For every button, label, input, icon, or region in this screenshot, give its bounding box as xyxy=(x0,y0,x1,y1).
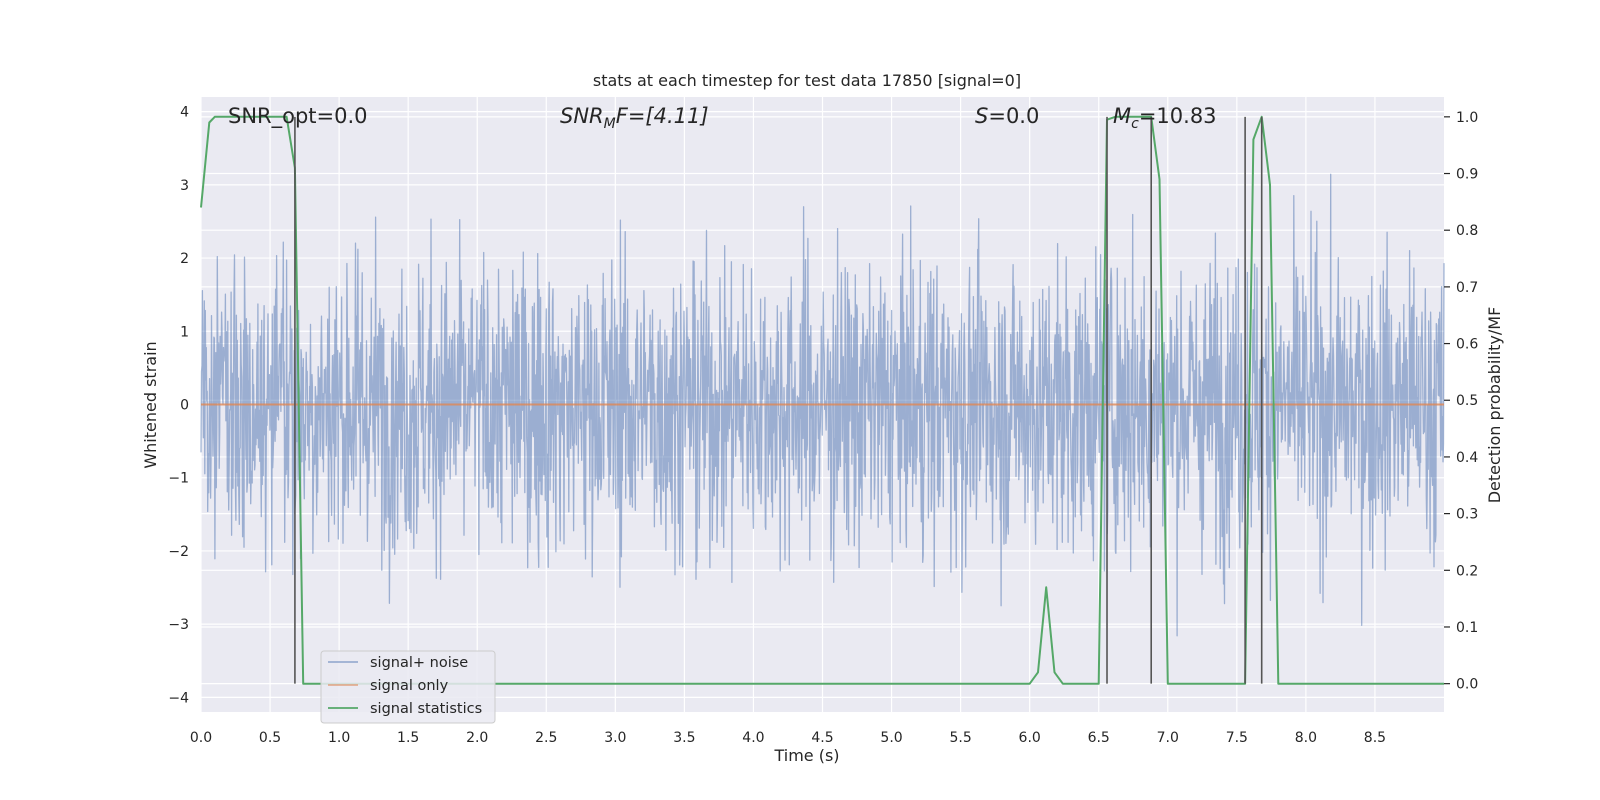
y2-axis-label: Detection probability/MF xyxy=(1485,307,1504,504)
annotation-s-rest: =0.0 xyxy=(988,104,1039,128)
annotation-mc: Mc=10.83 xyxy=(1113,104,1217,132)
annotation-snr-mf-sub: M xyxy=(604,116,616,132)
y-tick-label-8: 4 xyxy=(180,105,189,121)
legend-label-signal-noise: signal+ noise xyxy=(370,655,468,671)
x-tick-label-5: 2.5 xyxy=(535,730,557,746)
annotation-snr-mf: SNRMF=[4.11] xyxy=(560,104,709,132)
annotation-snr-mf-main: SNR xyxy=(560,104,604,128)
x-tick-label-2: 1.0 xyxy=(328,730,350,746)
y-axis-label: Whitened strain xyxy=(141,341,160,468)
y-tick-label-5: 1 xyxy=(180,324,189,340)
annotation-s: S=0.0 xyxy=(975,104,1039,128)
y-tick-label-3: −1 xyxy=(168,471,189,487)
x-tick-label-8: 4.0 xyxy=(742,730,764,746)
y2-tick-label-0: 0.0 xyxy=(1456,677,1478,693)
y2-tick-label-6: 0.6 xyxy=(1456,337,1478,353)
y2-tick-label-8: 0.8 xyxy=(1456,223,1478,239)
detection-markers xyxy=(294,116,1263,684)
annotation-s-main: S xyxy=(975,104,988,128)
x-tick-label-7: 3.5 xyxy=(673,730,695,746)
y2-tick-label-4: 0.4 xyxy=(1456,450,1478,466)
x-tick-label-10: 5.0 xyxy=(880,730,902,746)
y2-tick-label-5: 0.5 xyxy=(1456,393,1478,409)
noise-line xyxy=(200,173,1445,637)
x-tick-label-11: 5.5 xyxy=(949,730,971,746)
y-tick-label-6: 2 xyxy=(180,251,189,267)
axis-ticks: 0.0 0.5 1.0 1.5 2.0 2.5 3.0 3.5 4.0 4.5 5.0 5.5 6.0 6… xyxy=(168,105,1478,746)
legend-label-signal-only: signal only xyxy=(370,678,449,694)
x-tick-label-4: 2.0 xyxy=(466,730,488,746)
annotation-mc-rest: =10.83 xyxy=(1139,104,1217,128)
y2-tick-label-3: 0.3 xyxy=(1456,507,1478,523)
y-tick-label-7: 3 xyxy=(180,178,189,194)
x-tick-label-12: 6.0 xyxy=(1019,730,1041,746)
annotation-mc-main: M xyxy=(1113,104,1131,128)
x-tick-label-9: 4.5 xyxy=(811,730,833,746)
y2-tick-label-1: 0.1 xyxy=(1456,620,1478,636)
x-tick-label-16: 8.0 xyxy=(1295,730,1317,746)
x-tick-label-15: 7.5 xyxy=(1226,730,1248,746)
y-tick-label-0: −4 xyxy=(168,690,189,706)
y-tick-label-2: −2 xyxy=(168,544,189,560)
legend: signal+ noise signal only signal statist… xyxy=(320,650,496,724)
x-tick-label-6: 3.0 xyxy=(604,730,626,746)
legend-label-signal-statistics: signal statistics xyxy=(370,701,482,717)
x-tick-label-17: 8.5 xyxy=(1364,730,1386,746)
legend-box xyxy=(320,650,496,724)
chart-title: stats at each timestep for test data 178… xyxy=(593,71,1021,90)
annotation-snr-mf-rest: F=[4.11] xyxy=(616,104,709,128)
y-tick-label-1: −3 xyxy=(168,617,189,633)
series-signal-noise xyxy=(200,173,1445,637)
x-tick-label-3: 1.5 xyxy=(397,730,419,746)
x-tick-label-0: 0.0 xyxy=(190,730,212,746)
y2-tick-label-10: 1.0 xyxy=(1456,110,1478,126)
x-tick-label-14: 7.0 xyxy=(1157,730,1179,746)
annotation-mc-sub: c xyxy=(1131,116,1139,132)
x-axis-label: Time (s) xyxy=(773,746,839,765)
x-tick-label-13: 6.5 xyxy=(1088,730,1110,746)
annotation-snr-opt: SNR_opt=0.0 xyxy=(228,104,368,129)
y2-tick-label-7: 0.7 xyxy=(1456,280,1478,296)
y2-tick-label-9: 0.9 xyxy=(1456,167,1478,183)
y2-tick-label-2: 0.2 xyxy=(1456,563,1478,579)
y-tick-label-4: 0 xyxy=(180,398,189,414)
x-tick-label-1: 0.5 xyxy=(259,730,281,746)
